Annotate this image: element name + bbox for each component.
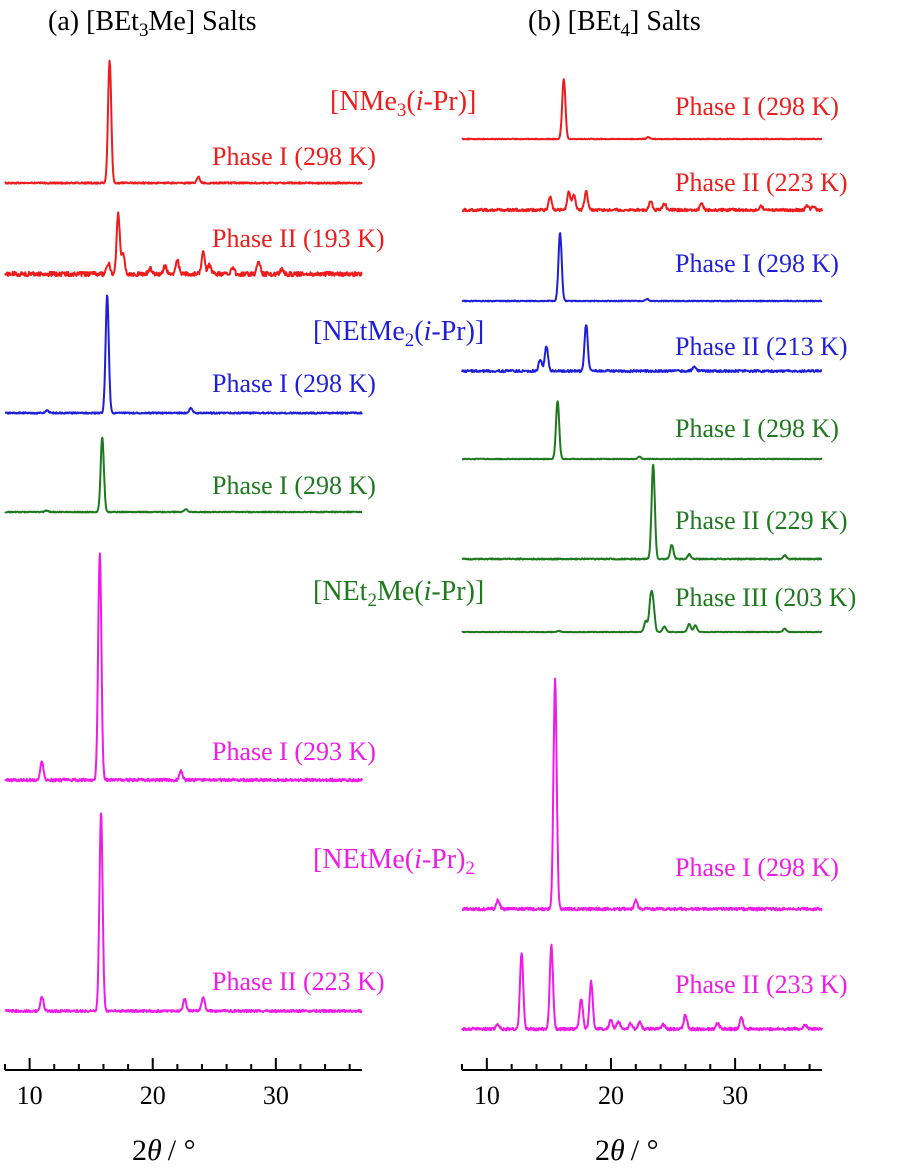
- xrd-trace-a-4: [4, 436, 363, 514]
- x-tick-label: 10: [474, 1081, 500, 1110]
- x-tick-label: 20: [140, 1081, 166, 1110]
- xrd-trace-a-2: [4, 211, 363, 278]
- trace-label-b-9: Phase II (233 K): [675, 970, 848, 999]
- trace-label-a-5: Phase I (293 K): [212, 737, 376, 766]
- trace-label-b-5: Phase I (298 K): [675, 414, 839, 443]
- panel-b-x-axis-title: 2θ / °: [595, 1134, 659, 1167]
- trace-label-b-4: Phase II (213 K): [675, 332, 848, 361]
- xrd-trace-a-3: [4, 294, 363, 415]
- trace-label-a-4: Phase I (298 K): [212, 471, 376, 500]
- trace-label-b-8: Phase I (298 K): [675, 853, 839, 882]
- trace-label-a-6: Phase II (223 K): [212, 967, 385, 996]
- trace-label-a-1: Phase I (298 K): [212, 142, 376, 171]
- cation-label-net2me-ipr: [NEt2Me(i-Pr)]: [313, 576, 484, 611]
- cation-label-netme-ipr2: [NEtMe(i-Pr)2: [313, 844, 475, 879]
- xrd-trace-b-6: [461, 463, 823, 561]
- x-tick-label: 10: [17, 1081, 43, 1110]
- panel-a-x-axis-title: 2θ / °: [132, 1134, 196, 1167]
- trace-label-b-2: Phase II (223 K): [675, 168, 848, 197]
- panel-a-title: (a) [BEt3Me] Salts: [48, 6, 257, 41]
- xrd-trace-b-7: [461, 589, 823, 634]
- xrd-trace-b-9: [461, 943, 823, 1032]
- xrd-trace-b-2: [461, 190, 823, 213]
- panel-a-plot: Phase I (298 K) Phase II (193 K) Phase I (…: [4, 59, 385, 1014]
- trace-label-a-3: Phase I (298 K): [212, 369, 376, 398]
- cation-label-netme2-ipr: [NEtMe2(i-Pr)]: [313, 316, 484, 351]
- xrd-trace-b-8: [461, 677, 823, 912]
- xrd-trace-a-1: [4, 59, 363, 185]
- xrd-trace-a-6: [4, 812, 363, 1014]
- panel-b-title: (b) [BEt4] Salts: [528, 6, 701, 41]
- xrd-trace-b-3: [461, 232, 823, 303]
- xrd-trace-b-5: [461, 400, 823, 461]
- x-tick-label: 30: [263, 1081, 289, 1110]
- x-tick-label: 20: [598, 1081, 624, 1110]
- panel-b-x-axis: 10 20 30: [461, 1058, 822, 1110]
- trace-label-a-2: Phase II (193 K): [212, 224, 385, 253]
- trace-label-b-7: Phase III (203 K): [675, 583, 856, 612]
- cation-label-nme3-ipr: [NMe3(i-Pr)]: [330, 86, 476, 121]
- x-tick-label: 30: [722, 1081, 748, 1110]
- xrd-trace-a-5: [4, 552, 363, 783]
- panel-b-plot: Phase I (298 K) Phase II (223 K) Phase I (…: [461, 78, 856, 1032]
- trace-label-b-6: Phase II (229 K): [675, 506, 848, 535]
- trace-label-b-1: Phase I (298 K): [675, 92, 839, 121]
- xrd-trace-b-1: [461, 78, 823, 141]
- panel-a-x-axis: 10 20 30: [4, 1058, 362, 1110]
- trace-label-b-3: Phase I (298 K): [675, 249, 839, 278]
- xrd-trace-b-4: [461, 324, 823, 374]
